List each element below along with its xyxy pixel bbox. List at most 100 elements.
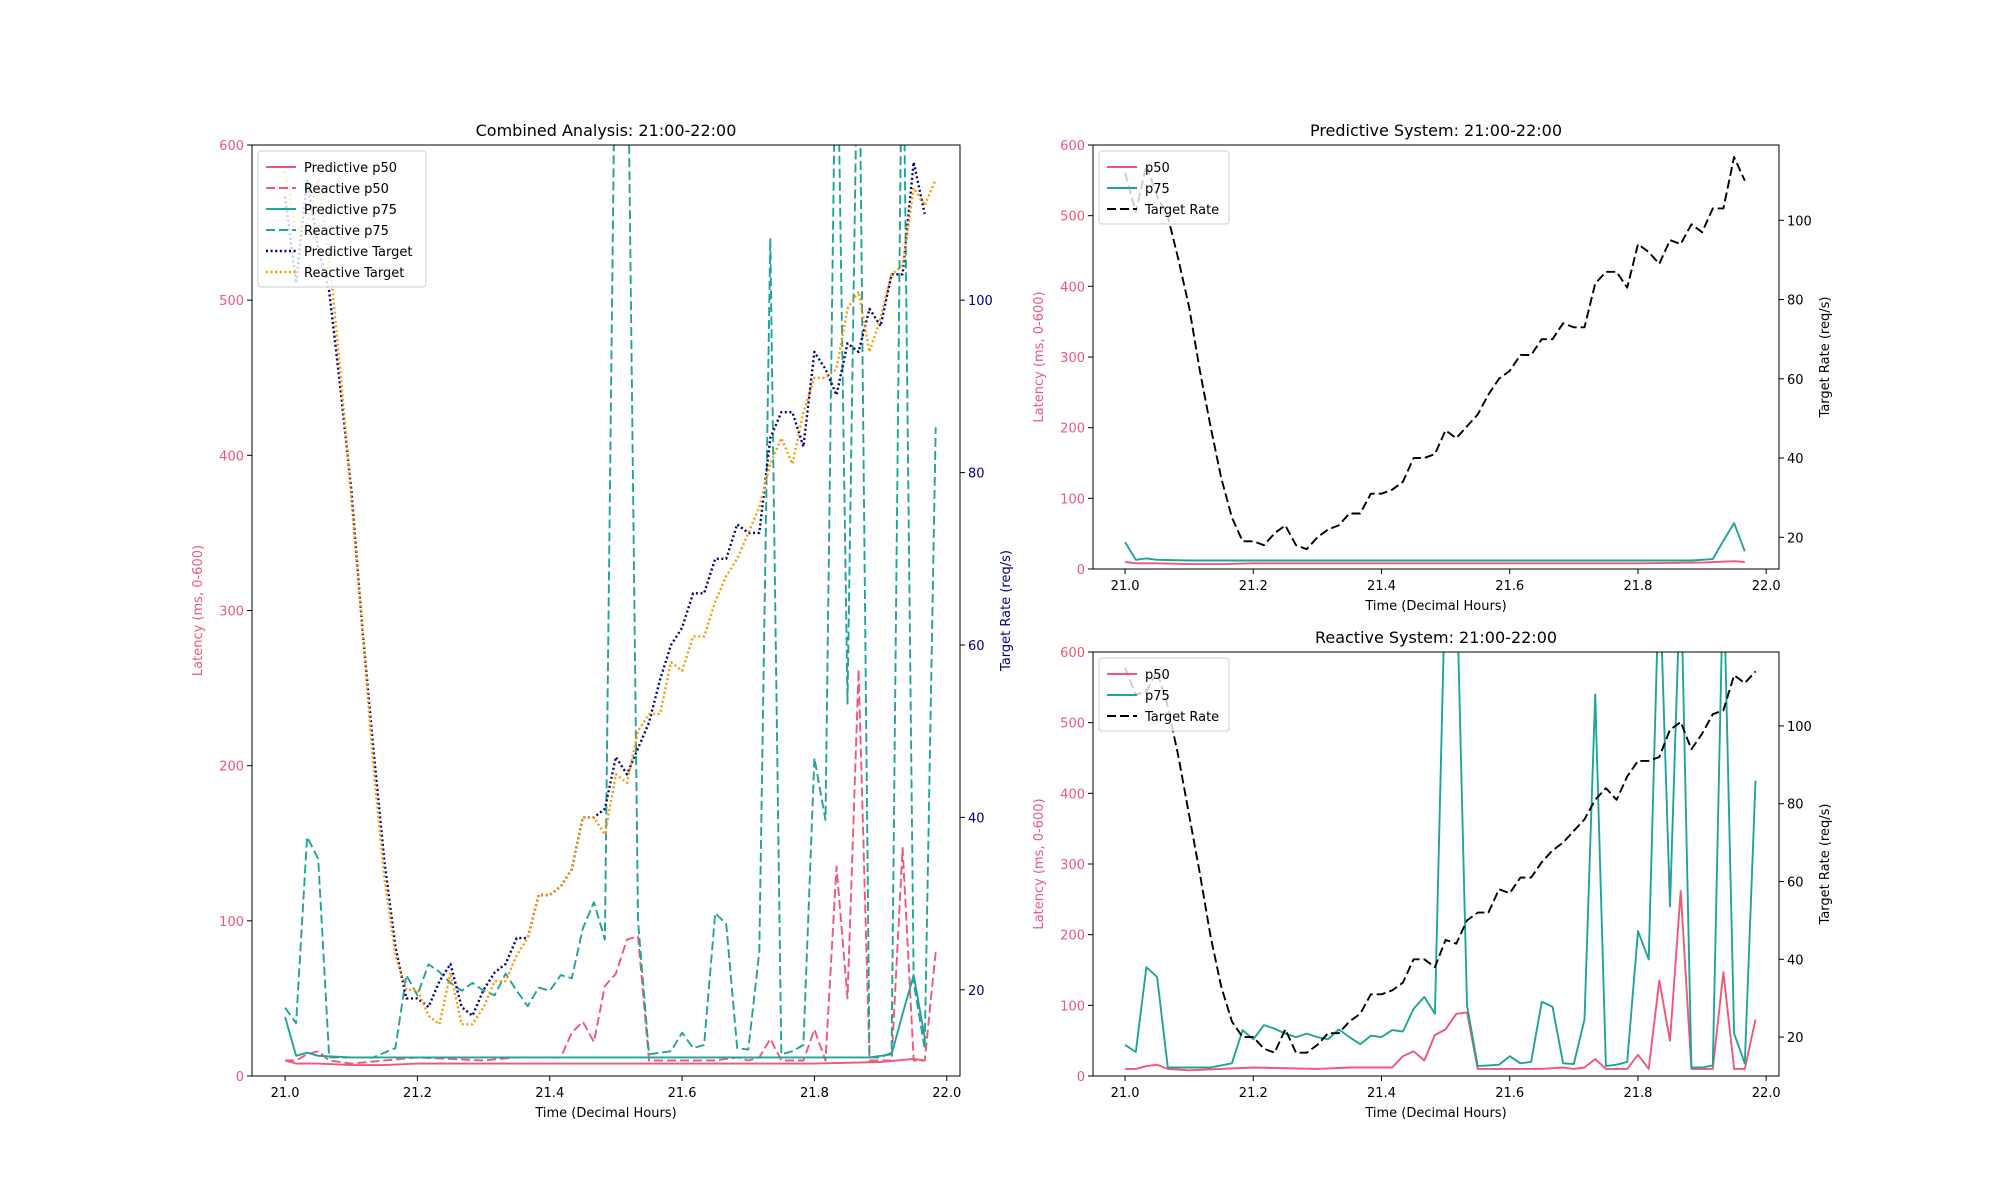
- x-tick-label: 21.8: [1623, 579, 1652, 594]
- x-axis-label: Time (Decimal Hours): [1364, 1106, 1506, 1121]
- y-tick-label: 600: [219, 139, 244, 154]
- series-line-reactive-p50: [285, 668, 937, 1065]
- x-tick-label: 21.4: [1367, 1086, 1396, 1101]
- x-tick-label: 21.0: [1111, 1086, 1140, 1101]
- x-tick-label: 21.6: [668, 1086, 697, 1101]
- y2-tick-label: 60: [1787, 876, 1804, 891]
- chart-reactive: 21.0 21.2 21.4 21.6 21.8 22.0 0 100 200 300 400 500…: [1032, 628, 1833, 1121]
- chart-combined: 21.0 21.2 21.4 21.6 21.8 22.0 0 100 200 300 400 500…: [191, 121, 1014, 1121]
- legend: p50 p75 Target Rate: [1098, 150, 1230, 225]
- series-line-p50: [1125, 889, 1757, 1072]
- x-tick-label: 22.0: [932, 1086, 961, 1101]
- series-group: [1124, 652, 1757, 1072]
- x-axis-label: Time (Decimal Hours): [1364, 599, 1506, 614]
- x-tick-label: 21.4: [535, 1086, 564, 1101]
- y-tick-label: 200: [1060, 929, 1085, 944]
- x-tick-label: 21.8: [800, 1086, 829, 1101]
- y2-tick-label: 40: [968, 811, 985, 826]
- series-line-p75: [1124, 522, 1746, 562]
- x-tick-label: 21.8: [1623, 1086, 1652, 1101]
- y-tick-label: 100: [219, 915, 244, 930]
- legend: p50 p75 Target Rate: [1098, 657, 1230, 732]
- y-tick-label: 600: [1060, 139, 1085, 154]
- series-line-predictive-target: [283, 160, 926, 1017]
- series-line-target-rate: [1124, 155, 1746, 551]
- y-axis-label: Latency (ms, 0-600): [191, 545, 206, 676]
- y-axis-label: Latency (ms, 0-600): [1032, 798, 1047, 929]
- legend-box: [1098, 657, 1230, 732]
- y2-tick-label: 40: [1787, 452, 1804, 467]
- y-tick-label: 500: [219, 294, 244, 309]
- x-tick-label: 21.0: [271, 1086, 300, 1101]
- y-tick-label: 300: [1060, 351, 1085, 366]
- x-tick-label: 21.6: [1495, 1086, 1524, 1101]
- y2-axis-label: Target Rate (req/s): [1818, 804, 1833, 926]
- y-tick-label: 100: [1060, 492, 1085, 507]
- y-tick-label: 500: [1060, 210, 1085, 225]
- chart-predictive: 21.0 21.2 21.4 21.6 21.8 22.0 0 100 200 300 400 500…: [1032, 121, 1833, 614]
- y2-tick-label: 100: [1787, 720, 1812, 735]
- y-tick-label: 500: [1060, 717, 1085, 732]
- legend-box: [1098, 150, 1230, 225]
- series-line-target-rate: [1124, 667, 1757, 1054]
- y2-tick-label: 20: [1787, 1031, 1804, 1046]
- x-tick-label: 22.0: [1752, 579, 1781, 594]
- x-tick-label: 21.2: [403, 1086, 432, 1101]
- chart-title: Predictive System: 21:00-22:00: [1310, 121, 1562, 140]
- legend-label: Predictive p75: [304, 203, 397, 218]
- x-tick-label: 21.2: [1239, 579, 1268, 594]
- y-tick-label: 200: [1060, 422, 1085, 437]
- y2-tick-label: 20: [1787, 531, 1804, 546]
- y-tick-label: 0: [236, 1070, 244, 1085]
- series-group: [283, 145, 937, 1067]
- y2-axis-label: Target Rate (req/s): [999, 550, 1014, 672]
- legend-label: Reactive p50: [304, 182, 389, 197]
- series-line-p75: [1124, 652, 1757, 1069]
- legend-label: p75: [1145, 182, 1170, 197]
- y-tick-label: 600: [1060, 646, 1085, 661]
- y-tick-label: 400: [219, 449, 244, 464]
- series-line-p50: [1124, 560, 1745, 566]
- legend-label: Reactive Target: [304, 266, 404, 281]
- y-tick-label: 200: [219, 760, 244, 775]
- y2-tick-label: 40: [1787, 953, 1804, 968]
- y2-tick-label: 80: [1787, 798, 1804, 813]
- y2-tick-label: 60: [968, 639, 985, 654]
- y-tick-label: 400: [1060, 280, 1085, 295]
- y-tick-label: 300: [219, 605, 244, 620]
- series-group: [1124, 155, 1746, 566]
- y-tick-label: 0: [1077, 1070, 1085, 1085]
- x-tick-label: 21.4: [1367, 579, 1396, 594]
- legend-label: p50: [1145, 668, 1170, 683]
- y-tick-label: 100: [1060, 999, 1085, 1014]
- x-tick-label: 21.2: [1239, 1086, 1268, 1101]
- series-line-reactive-target: [283, 170, 937, 1026]
- y-tick-label: 300: [1060, 858, 1085, 873]
- y-tick-label: 400: [1060, 787, 1085, 802]
- x-axis-label: Time (Decimal Hours): [534, 1106, 676, 1121]
- x-tick-label: 21.0: [1111, 579, 1140, 594]
- legend-label: p75: [1145, 689, 1170, 704]
- y2-axis-label: Target Rate (req/s): [1818, 297, 1833, 419]
- y2-tick-label: 20: [968, 984, 985, 999]
- legend-label: Target Rate: [1144, 710, 1219, 725]
- y2-tick-label: 60: [1787, 373, 1804, 388]
- legend-box: [257, 150, 427, 288]
- y2-tick-label: 80: [1787, 294, 1804, 309]
- y-axis-label: Latency (ms, 0-600): [1032, 291, 1047, 422]
- legend-label: Predictive p50: [304, 161, 397, 176]
- series-line-predictive-p75: [284, 974, 926, 1059]
- legend-label: p50: [1145, 161, 1170, 176]
- legend-label: Reactive p75: [304, 224, 389, 239]
- y-tick-label: 0: [1077, 563, 1085, 578]
- y2-tick-label: 100: [968, 294, 993, 309]
- y2-tick-label: 80: [968, 467, 985, 482]
- x-tick-label: 21.6: [1495, 579, 1524, 594]
- chart-title: Combined Analysis: 21:00-22:00: [476, 121, 737, 140]
- chart-title: Reactive System: 21:00-22:00: [1315, 628, 1557, 647]
- series-line-predictive-p50: [284, 1057, 925, 1067]
- legend-label: Predictive Target: [304, 245, 412, 260]
- y2-tick-label: 100: [1787, 214, 1812, 229]
- legend-label: Target Rate: [1144, 203, 1219, 218]
